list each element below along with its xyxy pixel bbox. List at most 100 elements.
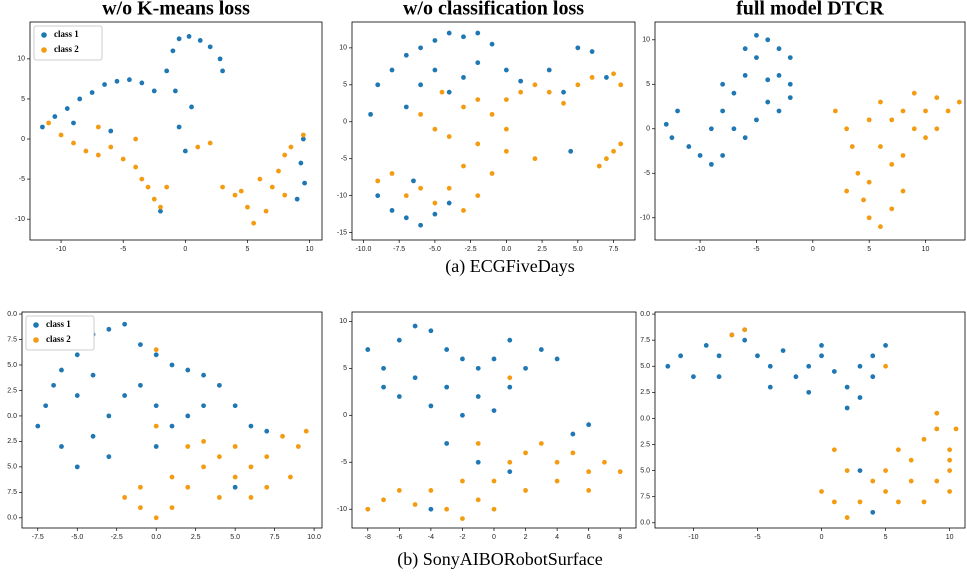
point bbox=[554, 478, 560, 484]
point bbox=[708, 161, 714, 167]
point bbox=[108, 128, 114, 134]
point bbox=[108, 144, 114, 150]
point bbox=[153, 423, 159, 429]
point bbox=[403, 52, 409, 58]
x-tick-label: -2.5 bbox=[465, 246, 477, 253]
point bbox=[787, 95, 793, 101]
point bbox=[153, 403, 159, 409]
point bbox=[475, 459, 481, 465]
point bbox=[176, 36, 182, 42]
point bbox=[953, 426, 959, 432]
point bbox=[665, 363, 671, 369]
point bbox=[861, 197, 866, 203]
point bbox=[197, 38, 203, 43]
point bbox=[263, 208, 269, 214]
point bbox=[765, 99, 771, 105]
point bbox=[586, 488, 592, 493]
point bbox=[300, 136, 306, 142]
point bbox=[145, 184, 151, 190]
point bbox=[742, 46, 748, 52]
point bbox=[947, 468, 953, 474]
point bbox=[106, 454, 112, 460]
point bbox=[170, 48, 176, 54]
point bbox=[412, 375, 418, 381]
point bbox=[446, 89, 452, 95]
point bbox=[232, 403, 238, 409]
point bbox=[754, 32, 759, 38]
x-tick-label: -10 bbox=[688, 534, 698, 541]
point bbox=[186, 34, 192, 39]
point bbox=[870, 509, 876, 515]
point bbox=[418, 82, 424, 88]
point bbox=[831, 447, 837, 453]
y-tick-label: 7.5 bbox=[7, 336, 17, 343]
point bbox=[264, 428, 270, 434]
point bbox=[106, 326, 112, 332]
point bbox=[412, 502, 418, 507]
point bbox=[276, 168, 281, 174]
point bbox=[74, 464, 80, 470]
point bbox=[460, 356, 465, 362]
point bbox=[716, 353, 722, 359]
point bbox=[518, 89, 524, 95]
point bbox=[153, 515, 159, 521]
point bbox=[475, 394, 481, 399]
x-tick-label: 10.0 bbox=[307, 534, 321, 541]
point bbox=[185, 413, 191, 419]
point bbox=[248, 495, 254, 500]
point bbox=[780, 348, 786, 354]
point bbox=[403, 193, 409, 199]
legend-marker bbox=[33, 322, 39, 328]
x-tick-label: -10 bbox=[56, 246, 66, 253]
point bbox=[460, 516, 465, 522]
legend-box bbox=[33, 25, 103, 61]
point bbox=[298, 160, 304, 166]
point bbox=[489, 111, 495, 117]
point bbox=[444, 384, 450, 390]
caption: (b) SonyAIBORobotSurface bbox=[397, 549, 602, 570]
point bbox=[169, 505, 175, 511]
point bbox=[819, 489, 824, 494]
point bbox=[844, 188, 850, 194]
point bbox=[561, 89, 566, 95]
point bbox=[883, 489, 888, 494]
point bbox=[375, 178, 381, 184]
y-tick-label: -10 bbox=[15, 216, 25, 223]
point bbox=[934, 426, 940, 432]
x-tick-label: 2.5 bbox=[191, 534, 201, 541]
point bbox=[264, 454, 270, 460]
point bbox=[703, 342, 709, 348]
y-tick-label: 5 bbox=[646, 81, 650, 88]
y-tick-label: 0.0 bbox=[640, 311, 650, 318]
point bbox=[475, 193, 481, 199]
x-tick-label: -4 bbox=[428, 534, 434, 541]
point bbox=[127, 77, 132, 83]
point bbox=[570, 450, 576, 456]
point bbox=[755, 353, 760, 359]
x-tick-label: -5 bbox=[120, 246, 126, 253]
point bbox=[857, 468, 863, 474]
point bbox=[381, 365, 386, 371]
x-tick-label: -8 bbox=[365, 534, 371, 541]
point bbox=[122, 321, 128, 327]
point bbox=[708, 126, 714, 132]
point bbox=[575, 45, 581, 51]
point bbox=[220, 184, 225, 190]
point bbox=[269, 184, 275, 190]
plot-frame bbox=[351, 21, 636, 241]
legend-label: class 1 bbox=[54, 29, 79, 39]
point bbox=[720, 108, 726, 114]
point bbox=[40, 124, 45, 130]
point bbox=[532, 82, 538, 88]
y-tick-label: 0 bbox=[343, 119, 347, 126]
point bbox=[568, 148, 574, 154]
point bbox=[844, 515, 850, 520]
x-tick-label: 5 bbox=[884, 534, 888, 541]
point bbox=[849, 144, 855, 149]
y-tick-label: 0.0 bbox=[640, 520, 650, 527]
point bbox=[461, 163, 466, 169]
point bbox=[617, 469, 623, 475]
point bbox=[934, 478, 940, 484]
chart-title: full model DTCR bbox=[736, 0, 884, 20]
point bbox=[151, 196, 157, 202]
